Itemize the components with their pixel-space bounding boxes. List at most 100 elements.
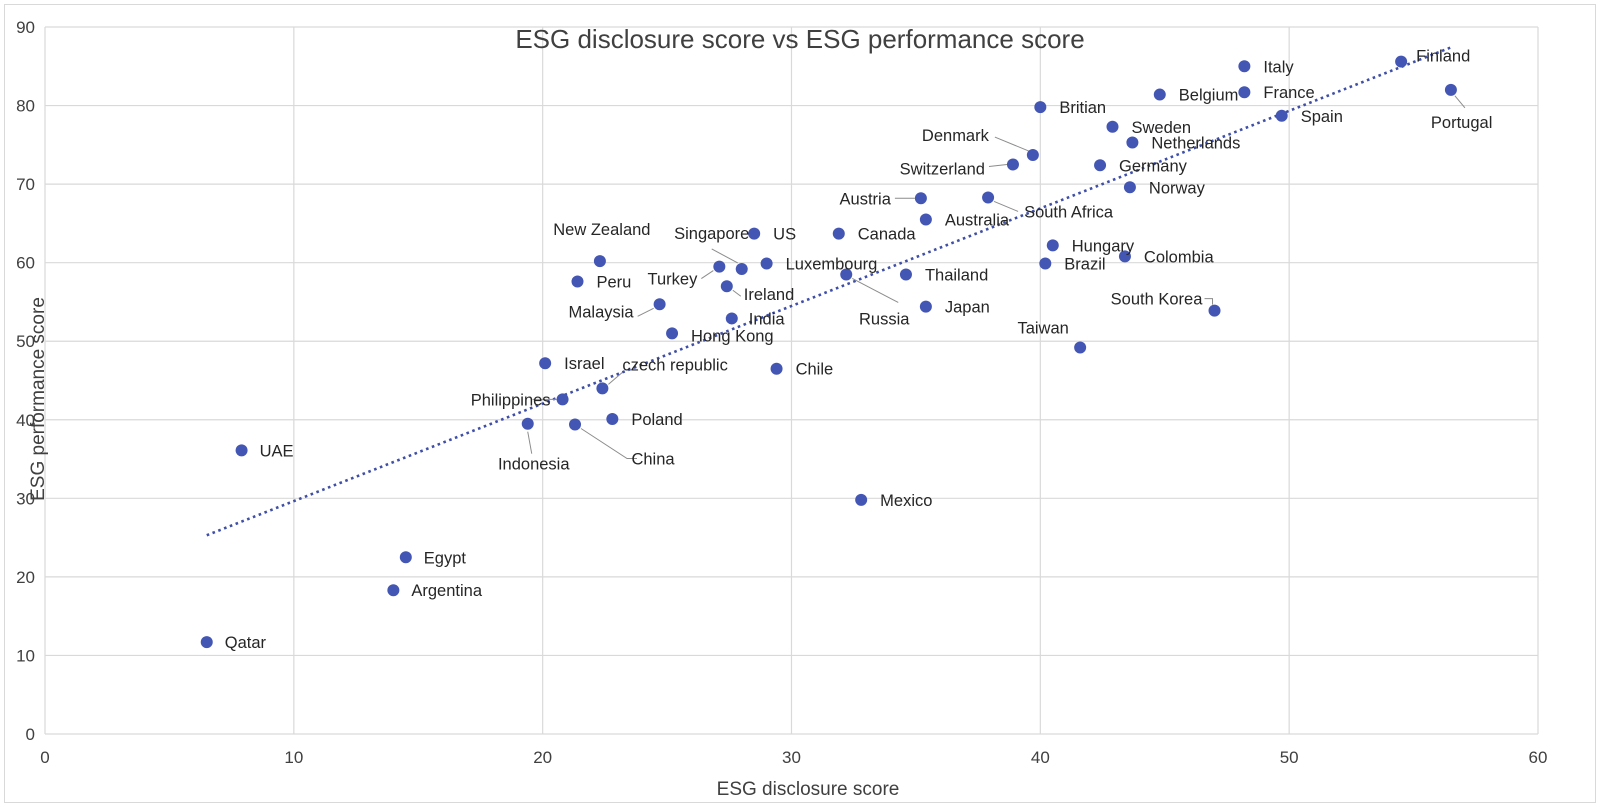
data-label: Colombia [1144, 248, 1215, 266]
data-point [770, 362, 783, 375]
data-point [720, 280, 733, 293]
data-label: Sweden [1131, 119, 1191, 137]
chart-title: ESG disclosure score vs ESG performance … [515, 24, 1084, 54]
data-label: Mexico [880, 492, 932, 510]
tick-labels: 0 10 20 30 40 50 60 0 10 20 30 40 50 60 70 80 90 [16, 18, 1547, 767]
data-label: Hungary [1072, 237, 1135, 255]
data-label: South Africa [1024, 203, 1114, 221]
y-tick-label: 10 [16, 646, 35, 665]
data-point [1126, 136, 1139, 149]
data-label: Netherlands [1151, 134, 1240, 152]
data-label: Switzerland [900, 160, 985, 178]
y-tick-label: 0 [26, 725, 35, 744]
data-label: Philippines [471, 391, 551, 409]
data-point [1034, 101, 1047, 114]
data-point [899, 268, 912, 281]
data-point [606, 412, 619, 425]
data-point [571, 275, 584, 288]
leader-lines [527, 95, 1466, 459]
data-label: Ireland [744, 286, 794, 304]
label-leader-line [732, 289, 742, 297]
data-point [1094, 159, 1107, 172]
x-tick-label: 20 [533, 748, 552, 767]
data-label: Israel [564, 355, 604, 373]
data-label: Malaysia [569, 303, 635, 321]
data-label: New Zealand [553, 221, 650, 239]
data-point [569, 418, 582, 431]
data-label: Germany [1119, 157, 1188, 175]
y-tick-label: 60 [16, 254, 35, 273]
data-point [235, 444, 248, 457]
data-labels: Qatar UAE Egypt Argentina Indonesia Israel Phi… [225, 48, 1493, 653]
data-label: South Korea [1111, 291, 1204, 309]
data-label: Singapore [674, 225, 749, 243]
data-point [1275, 109, 1288, 122]
label-leader-line [637, 307, 654, 317]
y-tick-label: 50 [16, 332, 35, 351]
data-point [666, 327, 679, 340]
y-tick-label: 90 [16, 18, 35, 37]
data-label: Peru [597, 274, 632, 292]
data-label: czech republic [622, 356, 727, 374]
y-tick-label: 20 [16, 568, 35, 587]
gridlines [44, 26, 1539, 735]
data-point [735, 262, 748, 275]
data-label: Chile [796, 361, 834, 379]
label-leader-line [988, 163, 1008, 167]
data-label: Egypt [424, 549, 467, 567]
x-tick-label: 30 [782, 748, 801, 767]
data-point [1006, 158, 1019, 171]
data-label: Luxembourg [786, 255, 878, 273]
data-point [919, 300, 932, 313]
x-tick-label: 60 [1529, 748, 1548, 767]
x-tick-label: 50 [1280, 748, 1299, 767]
chart-frame [4, 4, 1596, 803]
y-axis-title: ESG performance score [28, 297, 49, 501]
data-label: Thailand [925, 266, 988, 284]
data-label: Spain [1301, 108, 1343, 126]
label-leader-line [1204, 298, 1214, 305]
data-point [1123, 181, 1136, 194]
x-tick-label: 40 [1031, 748, 1050, 767]
y-tick-label: 80 [16, 97, 35, 116]
data-label: Argentina [411, 582, 482, 600]
data-label: China [631, 450, 675, 468]
x-tick-label: 0 [40, 748, 49, 767]
data-point [1106, 120, 1119, 133]
y-tick-label: 30 [16, 489, 35, 508]
data-point [1074, 341, 1087, 354]
data-point [1026, 149, 1039, 162]
data-point [521, 417, 534, 430]
data-label: Portugal [1431, 114, 1492, 132]
label-leader-line [994, 136, 1030, 152]
data-point [1153, 88, 1166, 101]
data-point [399, 551, 412, 564]
data-point [1395, 55, 1408, 68]
data-label: Russia [859, 310, 910, 328]
data-label: Denmark [922, 127, 990, 145]
data-label: Finland [1416, 48, 1470, 66]
label-leader-line [580, 428, 638, 459]
y-tick-label: 40 [16, 411, 35, 430]
data-point [914, 192, 927, 205]
data-label: Britian [1059, 99, 1106, 117]
data-point [919, 213, 932, 226]
data-label: Hong Kong [691, 327, 774, 345]
data-label: Qatar [225, 634, 267, 652]
data-point [982, 191, 995, 204]
data-label: US [773, 226, 796, 244]
data-label: Brazil [1064, 255, 1105, 273]
data-label: UAE [260, 442, 294, 460]
data-point [1118, 250, 1131, 263]
data-label: Indonesia [498, 456, 570, 474]
label-leader-line [701, 270, 714, 280]
data-point [1238, 60, 1251, 73]
data-point [539, 357, 552, 370]
data-point [387, 584, 400, 597]
data-label: Taiwan [1017, 320, 1068, 338]
label-leader-line [711, 248, 738, 264]
data-label: Turkey [648, 271, 699, 289]
y-tick-label: 70 [16, 175, 35, 194]
